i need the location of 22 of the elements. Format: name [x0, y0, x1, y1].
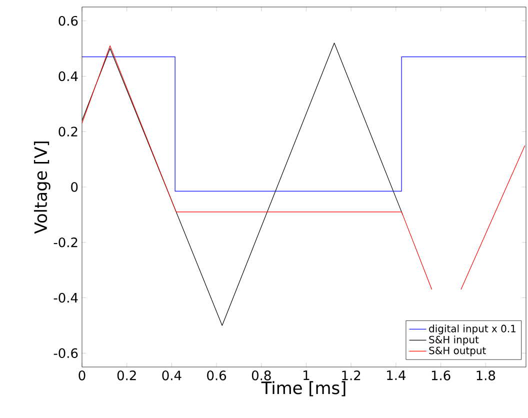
- legend-label: S&H input: [429, 336, 479, 346]
- y-tick-label: 0: [71, 182, 78, 192]
- x-tick-label: 1: [304, 370, 310, 380]
- x-tick-label: 1.2: [342, 370, 360, 380]
- x-tick-label: 0.2: [117, 370, 136, 380]
- y-tick-label: -0.4: [54, 292, 78, 303]
- y-axis-title: Voltage [V]: [34, 142, 50, 234]
- legend-label: digital input x 0.1: [429, 324, 516, 334]
- y-tick-label: -0.2: [54, 237, 78, 248]
- x-tick-label: 1.4: [387, 370, 406, 380]
- legend-label: S&H output: [429, 346, 486, 356]
- x-tick-label: 1.8: [476, 370, 496, 380]
- x-tick-label: 0.8: [252, 370, 271, 380]
- x-tick-label: 1.6: [432, 370, 450, 380]
- y-tick-label: 0.4: [58, 71, 78, 82]
- y-tick-label: 0.6: [58, 16, 78, 26]
- y-tick-label: 0.2: [58, 126, 78, 137]
- x-tick-label: 0: [78, 370, 86, 380]
- x-tick-label: 0.4: [162, 370, 182, 380]
- y-tick-label: -0.6: [54, 348, 78, 358]
- x-tick-label: 0.6: [207, 370, 226, 380]
- x-axis-title: Time [ms]: [261, 381, 346, 396]
